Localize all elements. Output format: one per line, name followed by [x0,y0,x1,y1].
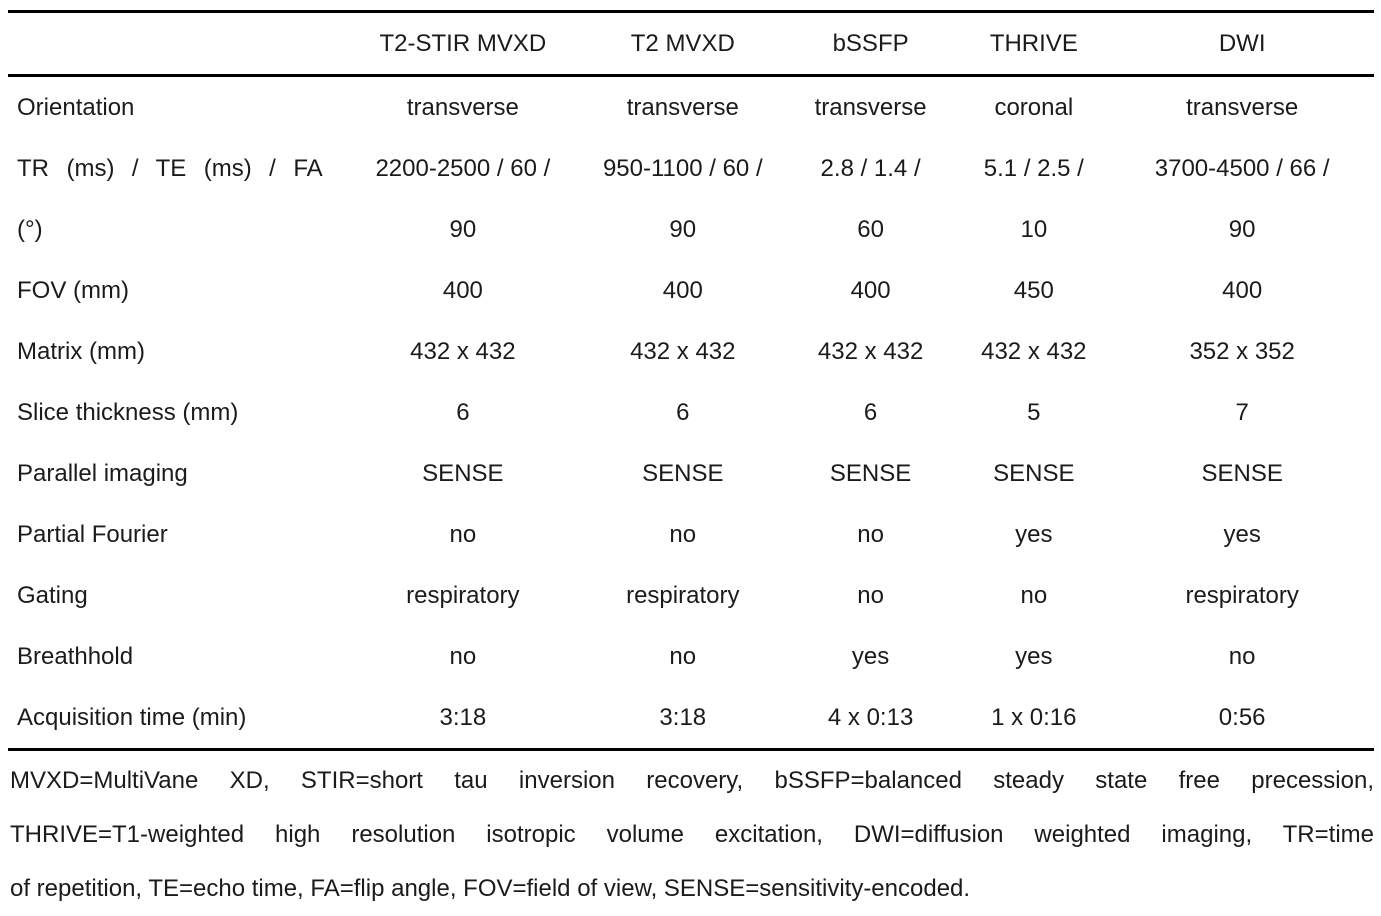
parameter-cell: respiratory [1185,582,1299,609]
parameter-cell: no [449,643,477,670]
table-row-acquisition-time: Acquisition time (min) 3:18 3:18 4 x 0:1… [8,687,1374,750]
parameter-cell: no [1228,643,1256,670]
parameter-cell: 1 x 0:16 [991,704,1077,731]
page-root: T2-STIR MVXD T2 MVXD bSSFP THRIVE DWI Or… [8,0,1374,916]
column-header-bssfp: bSSFP [783,11,958,77]
parameter-cell: yes [1015,643,1053,670]
parameter-cell: 3700-4500 / 66 / 90 [1154,155,1330,243]
parameter-cell: yes [1223,521,1261,548]
parameter-cell: 5 [1027,399,1041,426]
parameter-cell: 6 [863,399,878,426]
parameter-cell: SENSE [993,460,1075,487]
parameter-cell: no [1020,582,1048,609]
parameter-cell: 0:56 [1218,704,1266,731]
row-label: Breathhold [17,643,134,670]
parameter-cell: transverse [1186,94,1299,121]
parameter-cell: 6 [456,399,470,426]
parameter-cell: SENSE [1201,460,1283,487]
parameter-cell: transverse [406,94,519,121]
table-row-tr-te-fa: TR (ms) / TE (ms) / FA (°) 2200-2500 / 6… [8,138,1374,260]
footnote-line: MVXD=MultiVane XD, STIR=short tau invers… [10,767,1374,794]
table-row-parallel-imaging: Parallel imaging SENSE SENSE SENSE SENSE… [8,443,1374,504]
parameter-cell: 7 [1235,399,1249,426]
parameter-cell: transverse [814,94,927,121]
column-header-t2-stir-mvxd: T2-STIR MVXD [344,11,582,77]
parameter-cell: respiratory [626,582,740,609]
parameter-cell: 2.8 / 1.4 / 60 [820,155,921,243]
parameter-cell: 400 [850,277,891,304]
footnote-line: THRIVE=T1-weighted high resolution isotr… [10,821,1374,848]
parameter-cell: 3:18 [439,704,487,731]
table-row-slice-thickness: Slice thickness (mm) 6 6 6 5 7 [8,382,1374,443]
table-row-gating: Gating respiratory respiratory no no res… [8,565,1374,626]
parameter-cell: 450 [1013,277,1054,304]
parameter-cell: SENSE [642,460,724,487]
parameter-cell: respiratory [406,582,520,609]
parameter-cell: transverse [626,94,739,121]
parameter-cell: 432 x 432 [410,338,516,365]
row-label: Parallel imaging [17,460,188,487]
table-header-row: T2-STIR MVXD T2 MVXD bSSFP THRIVE DWI [8,11,1374,77]
table-row-fov: FOV (mm) 400 400 400 450 400 [8,260,1374,321]
parameter-cell: 4 x 0:13 [827,704,914,731]
parameter-cell: 400 [442,277,483,304]
parameter-cell: yes [1015,521,1053,548]
parameter-cell: 3:18 [659,704,707,731]
row-label: Matrix (mm) [17,338,145,365]
parameter-cell: no [449,521,477,548]
column-header-t2-mvxd: T2 MVXD [581,11,784,77]
mri-parameters-table: T2-STIR MVXD T2 MVXD bSSFP THRIVE DWI Or… [8,10,1374,751]
row-label: Gating [17,582,88,609]
parameter-cell: SENSE [829,460,912,487]
table-row-orientation: Orientation transverse transverse transv… [8,76,1374,139]
row-label: Partial Fourier [17,521,168,548]
parameter-cell: no [857,582,884,609]
parameter-cell: yes [851,643,890,670]
parameter-cell: SENSE [422,460,504,487]
parameter-cell: no [669,521,697,548]
row-label: TR (ms) / TE (ms) / FA (°) [17,155,323,243]
parameter-cell: 400 [662,277,703,304]
parameter-cell: 5.1 / 2.5 / 10 [983,155,1084,243]
parameter-cell: 950-1100 / 60 / 90 [602,155,763,243]
row-label: Slice thickness (mm) [17,399,239,426]
parameter-cell: 6 [676,399,690,426]
parameter-cell: no [857,521,884,548]
parameter-cell: 2200-2500 / 60 / 90 [375,155,551,243]
column-header-thrive: THRIVE [957,11,1111,77]
table-row-partial-fourier: Partial Fourier no no no yes yes [8,504,1374,565]
parameter-cell: 432 x 432 [817,338,924,365]
table-row-breathhold: Breathhold no no yes yes no [8,626,1374,687]
parameter-cell: 432 x 432 [630,338,736,365]
row-label: FOV (mm) [17,277,129,304]
row-label: Orientation [17,94,135,121]
footnote-line: of repetition, TE=echo time, FA=flip ang… [10,875,971,902]
parameter-cell: 352 x 352 [1189,338,1295,365]
column-header-dwi: DWI [1110,11,1374,77]
table-row-matrix: Matrix (mm) 432 x 432 432 x 432 432 x 43… [8,321,1374,382]
table-footnote: MVXD=MultiVane XD, STIR=short tau invers… [8,751,1374,916]
parameter-cell: 400 [1222,277,1263,304]
row-label: Acquisition time (min) [17,704,247,731]
header-empty-cell [8,11,345,77]
parameter-cell: no [669,643,697,670]
parameter-cell: coronal [994,94,1074,121]
parameter-cell: 432 x 432 [981,338,1087,365]
